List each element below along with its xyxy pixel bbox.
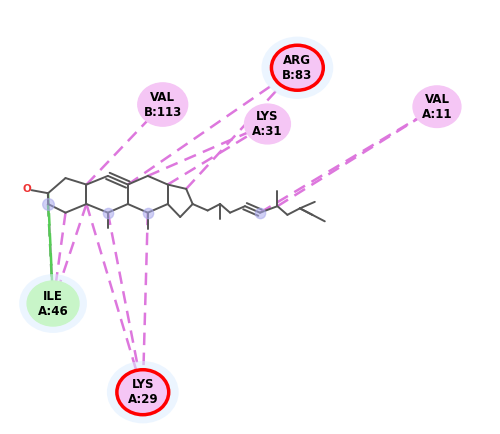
Circle shape (272, 45, 324, 90)
Circle shape (262, 36, 334, 99)
Text: VAL
B:113: VAL B:113 (144, 91, 182, 118)
Point (144, 209, 152, 216)
Circle shape (413, 86, 461, 128)
Text: VAL
A:11: VAL A:11 (422, 93, 452, 121)
Circle shape (107, 361, 178, 423)
Text: LYS
A:31: LYS A:31 (252, 110, 282, 138)
Circle shape (117, 370, 168, 415)
Circle shape (19, 274, 87, 333)
Circle shape (27, 281, 79, 326)
Circle shape (138, 83, 188, 126)
Text: O: O (22, 184, 31, 194)
Text: ILE
A:46: ILE A:46 (38, 289, 68, 318)
Point (44, 201, 52, 207)
Point (104, 209, 112, 216)
Point (256, 209, 264, 216)
Text: ARG
B:83: ARG B:83 (282, 54, 312, 82)
Circle shape (244, 104, 290, 144)
Text: LYS
A:29: LYS A:29 (128, 378, 158, 406)
